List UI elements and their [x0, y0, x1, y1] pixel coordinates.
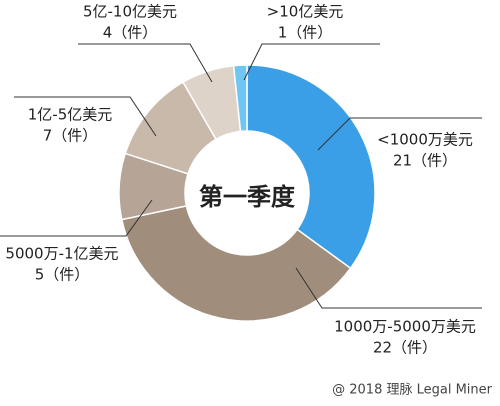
- slice-label: 5亿-10亿美元: [83, 3, 177, 21]
- donut-slice: [232, 64, 248, 133]
- slice-label: 1000万-5000万美元: [334, 318, 476, 336]
- slice-label: 5000万-1亿美元: [5, 245, 118, 263]
- footer: @ 2018 理脉 Legal Miner: [332, 383, 493, 398]
- slice-value-label: 7（件）: [43, 127, 98, 145]
- leader-line: [317, 117, 482, 151]
- slice-value-label: 4（件）: [103, 24, 158, 42]
- slice-value-label: 5（件）: [35, 266, 90, 284]
- leader-line: [0, 199, 153, 237]
- slice-value-label: 21（件）: [393, 152, 457, 170]
- center-label: 第一季度: [199, 183, 296, 211]
- leader-line: [243, 43, 380, 81]
- leader-line: [78, 43, 213, 83]
- donut-slice: [246, 64, 376, 270]
- leader-line: [14, 96, 157, 137]
- slice-label: >10亿美元: [267, 3, 344, 21]
- leader-line: [295, 267, 482, 309]
- slice-value-label: 1（件）: [278, 24, 333, 42]
- donut-slice: [120, 205, 352, 322]
- slice-label: <1000万美元: [377, 131, 473, 149]
- slice-value-label: 22（件）: [373, 339, 437, 357]
- slice-label: 1亿-5亿美元: [28, 106, 113, 124]
